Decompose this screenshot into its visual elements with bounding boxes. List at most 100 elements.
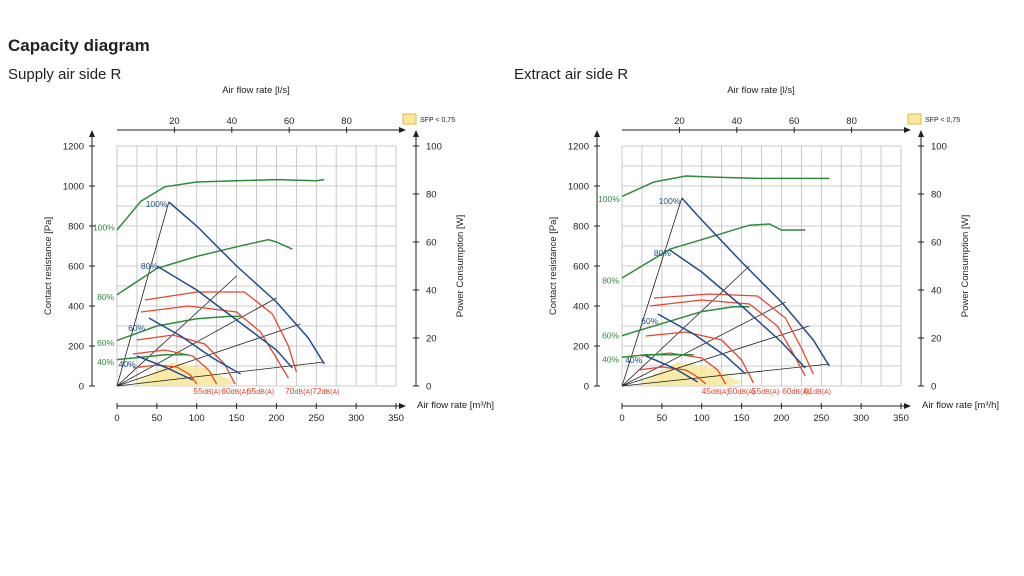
system-curve — [116, 201, 170, 387]
pressure-curve — [148, 317, 241, 375]
right-tick-label: 60 — [931, 238, 942, 249]
left-tick-label: 1200 — [63, 142, 84, 153]
power-curve-label: 60% — [602, 331, 619, 341]
power-curve — [116, 178, 325, 231]
pressure-curve — [681, 197, 830, 367]
y-axis-right-label: Power Consumption [W] — [960, 215, 971, 317]
power-curve-label: 60% — [97, 338, 114, 348]
top-tick-label: 60 — [284, 116, 295, 127]
supply-chart-title: Supply air side R — [8, 66, 122, 83]
y-axis-left-label: Contact resistance [Pa] — [548, 217, 559, 315]
bottom-tick-label: 50 — [657, 413, 668, 424]
left-axis-arrow — [594, 130, 600, 137]
bottom-tick-label: 250 — [308, 413, 324, 424]
left-tick-label: 400 — [573, 302, 589, 313]
pressure-curve-label: 100% — [659, 196, 681, 206]
x-axis-label: Air flow rate [m³/h] — [417, 400, 494, 411]
power-curve-label: 80% — [97, 292, 114, 302]
pressure-curve-label: 100% — [146, 199, 168, 209]
noise-label: 61dB(A) — [804, 386, 831, 396]
noise-curve — [132, 364, 198, 385]
noise-curve — [653, 293, 814, 375]
sfp-legend-label: SFP < 0,75 — [420, 117, 455, 124]
pressure-curve — [156, 265, 293, 369]
bottom-tick-label: 300 — [853, 413, 869, 424]
pressure-curve — [136, 355, 194, 381]
left-tick-label: 0 — [79, 382, 84, 393]
top-tick-label: 60 — [789, 116, 800, 127]
noise-label: 60dB(A) — [782, 386, 809, 396]
system-curve — [621, 265, 750, 387]
noise-curve — [144, 291, 298, 373]
system-curve — [621, 325, 810, 387]
right-tick-label: 80 — [426, 190, 437, 201]
noise-label: 55dB(A) — [193, 386, 220, 396]
power-curve — [116, 354, 189, 361]
right-tick-label: 100 — [931, 142, 947, 153]
noise-label: 65dB(A) — [247, 386, 274, 396]
sfp-legend-swatch — [402, 113, 417, 125]
right-tick-label: 20 — [931, 334, 942, 345]
power-curve-label: 100% — [93, 223, 115, 233]
power-curve — [621, 175, 830, 198]
left-tick-label: 200 — [68, 342, 84, 353]
pressure-curve-label: 80% — [654, 248, 671, 258]
page-title: Capacity diagram — [8, 36, 150, 55]
right-axis-arrow — [918, 130, 924, 137]
bottom-tick-label: 250 — [813, 413, 829, 424]
top-tick-label: 80 — [341, 116, 352, 127]
top-axis-label: Air flow rate [l/s] — [727, 85, 795, 96]
bottom-tick-label: 150 — [734, 413, 750, 424]
power-curve — [621, 306, 750, 337]
left-axis-arrow — [89, 130, 95, 137]
extract-chart-title: Extract air side R — [514, 66, 629, 83]
left-tick-label: 1000 — [568, 182, 589, 193]
right-tick-label: 20 — [426, 334, 437, 345]
noise-curve — [645, 331, 755, 384]
left-tick-label: 0 — [584, 382, 589, 393]
sfp-region — [637, 362, 742, 386]
sfp-region — [132, 362, 237, 386]
y-axis-right-label: Power Consumption [W] — [455, 215, 466, 317]
right-tick-label: 80 — [931, 190, 942, 201]
pressure-curve-label: 40% — [625, 355, 642, 365]
pressure-curve — [168, 201, 325, 365]
bottom-tick-label: 0 — [114, 413, 119, 424]
pressure-curve — [669, 249, 806, 369]
power-curve — [621, 354, 694, 358]
left-tick-label: 200 — [573, 342, 589, 353]
noise-curve — [637, 366, 707, 385]
y-axis-left-label: Contact resistance [Pa] — [43, 217, 54, 315]
noise-label: 60dB(A) — [221, 386, 248, 396]
bottom-axis-arrow — [904, 403, 911, 409]
power-curve-label: 40% — [602, 355, 619, 365]
power-curve-label: 80% — [602, 275, 619, 285]
noise-curve — [136, 334, 236, 385]
noise-label: 45dB(A) — [702, 386, 729, 396]
noise-label: 70dB(A) — [285, 386, 312, 396]
top-axis-label: Air flow rate [l/s] — [222, 85, 290, 96]
left-tick-label: 1200 — [568, 142, 589, 153]
sfp-legend-swatch — [907, 113, 922, 125]
right-tick-label: 60 — [426, 238, 437, 249]
left-tick-label: 800 — [573, 222, 589, 233]
power-curve — [116, 238, 293, 296]
bottom-tick-label: 350 — [388, 413, 404, 424]
left-tick-label: 800 — [68, 222, 84, 233]
bottom-axis-arrow — [399, 403, 406, 409]
top-tick-label: 20 — [169, 116, 180, 127]
right-tick-label: 0 — [931, 382, 936, 393]
x-axis-label: Air flow rate [m³/h] — [922, 400, 999, 411]
bottom-tick-label: 150 — [229, 413, 245, 424]
right-tick-label: 40 — [426, 286, 437, 297]
power-curve-label: 40% — [97, 357, 114, 367]
power-curve — [621, 223, 806, 279]
system-curve — [621, 301, 786, 387]
bottom-tick-label: 300 — [348, 413, 364, 424]
bottom-tick-label: 100 — [694, 413, 710, 424]
top-axis-arrow — [399, 127, 406, 133]
bottom-tick-label: 100 — [189, 413, 205, 424]
noise-label: 55dB(A) — [752, 386, 779, 396]
